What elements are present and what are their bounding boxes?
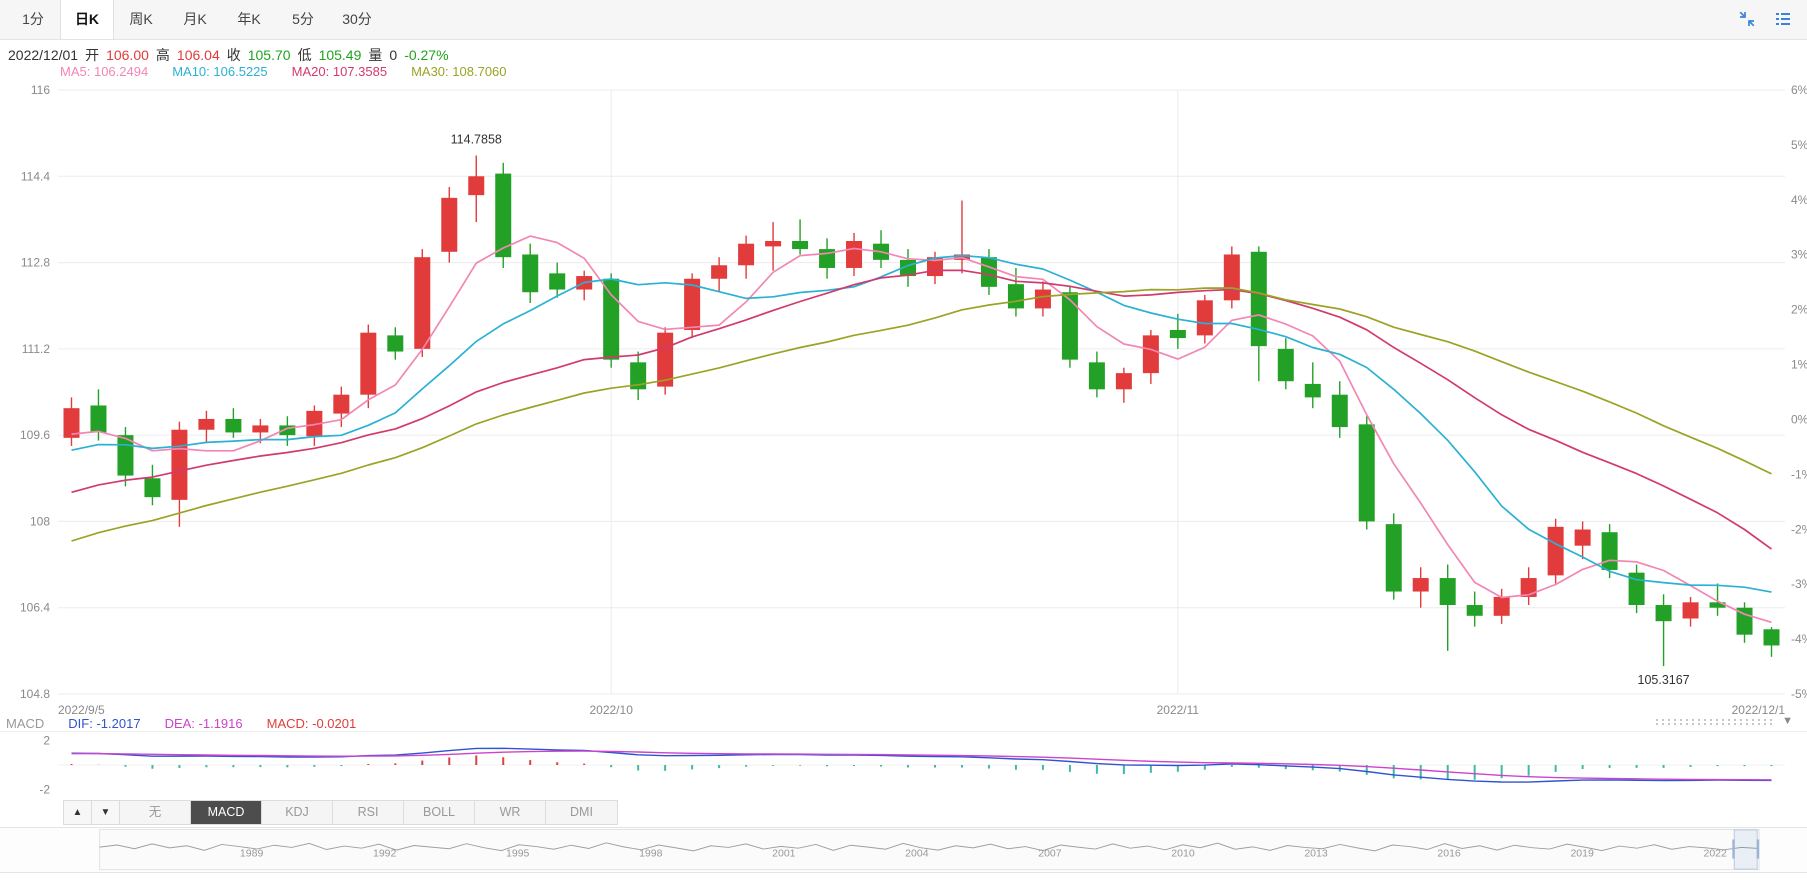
svg-text:108: 108 xyxy=(30,514,50,528)
indicator-tab-rsi[interactable]: RSI xyxy=(333,801,404,824)
volume-value: 0 xyxy=(389,47,398,63)
macd-pane-handle[interactable]: ▼ xyxy=(1654,716,1793,727)
high-label: 高 xyxy=(155,47,170,63)
indicator-down-button[interactable]: ▼ xyxy=(92,801,120,824)
candlestick-chart[interactable]: 116 114.4 112.8 111.2 109.6 108 106.4 104.8 6% 5%… xyxy=(0,82,1807,730)
svg-text:1995: 1995 xyxy=(506,848,530,860)
svg-text:-5%: -5% xyxy=(1791,687,1807,701)
svg-text:5%: 5% xyxy=(1791,138,1807,152)
svg-text:2010: 2010 xyxy=(1171,848,1195,860)
svg-text:2022/10: 2022/10 xyxy=(589,703,633,717)
close-value: 105.70 xyxy=(247,47,291,63)
tab-daily-k[interactable]: 日K xyxy=(60,0,114,39)
svg-text:0%: 0% xyxy=(1791,412,1807,426)
svg-text:2013: 2013 xyxy=(1304,848,1328,860)
collapse-icon[interactable] xyxy=(1737,9,1757,29)
ma-legend: MA5: 106.2494 MA10: 106.5225 MA20: 107.3… xyxy=(60,64,507,79)
svg-text:2022: 2022 xyxy=(1704,848,1728,860)
ma30-legend: MA30: 108.7060 xyxy=(411,64,507,79)
svg-text:2019: 2019 xyxy=(1570,848,1594,860)
dea-legend: DEA: -1.1916 xyxy=(164,716,243,731)
svg-text:2007: 2007 xyxy=(1038,848,1062,860)
period-tabbar: 1分 日K 周K 月K 年K 5分 30分 xyxy=(0,0,1807,40)
ma20-legend: MA20: 107.3585 xyxy=(291,64,388,79)
indicator-tab-boll[interactable]: BOLL xyxy=(404,801,475,824)
svg-text:2022/9/5: 2022/9/5 xyxy=(58,703,105,717)
ma10-legend: MA10: 106.5225 xyxy=(172,64,268,79)
svg-text:2022/12/1: 2022/12/1 xyxy=(1732,703,1786,717)
change-percent: -0.27% xyxy=(404,47,449,63)
svg-text:105.3167: 105.3167 xyxy=(1638,673,1690,687)
pane-separator xyxy=(0,731,1807,732)
svg-text:2001: 2001 xyxy=(772,848,796,860)
timeline-navigator[interactable]: 1989 1992 1995 1998 2001 2004 2007 2010 2013 2016… xyxy=(0,827,1807,873)
svg-text:2%: 2% xyxy=(1791,303,1807,317)
tab-monthly-k[interactable]: 月K xyxy=(183,11,207,27)
high-value: 106.04 xyxy=(176,47,220,63)
svg-text:-2: -2 xyxy=(39,783,50,797)
quote-row: 2022/12/01 开 106.00 高 106.04 收 105.70 低 … xyxy=(8,45,456,65)
svg-text:-2%: -2% xyxy=(1791,522,1807,536)
tab-1min[interactable]: 1分 xyxy=(22,11,44,27)
svg-text:112.8: 112.8 xyxy=(21,256,50,270)
svg-text:2016: 2016 xyxy=(1437,848,1461,860)
svg-text:3%: 3% xyxy=(1791,248,1807,262)
collapse-pane-icon[interactable]: ▼ xyxy=(1782,715,1793,727)
svg-text:109.6: 109.6 xyxy=(20,428,50,442)
svg-text:1992: 1992 xyxy=(373,848,397,860)
svg-text:2004: 2004 xyxy=(905,848,929,860)
indicator-tab-macd[interactable]: MACD xyxy=(191,801,262,824)
macd-chart[interactable]: 2 -2 xyxy=(0,734,1807,798)
indicator-tab-kdj[interactable]: KDJ xyxy=(262,801,333,824)
svg-text:-4%: -4% xyxy=(1791,632,1807,646)
indicator-up-button[interactable]: ▲ xyxy=(64,801,92,824)
volume-label: 量 xyxy=(368,47,383,63)
svg-text:116: 116 xyxy=(31,83,50,97)
tab-5min[interactable]: 5分 xyxy=(292,11,314,27)
indicator-list-icon[interactable] xyxy=(1773,9,1793,29)
svg-text:1989: 1989 xyxy=(240,848,264,860)
svg-text:6%: 6% xyxy=(1791,83,1807,97)
svg-text:104.8: 104.8 xyxy=(20,687,50,701)
tab-weekly-k[interactable]: 周K xyxy=(129,11,153,27)
svg-text:4%: 4% xyxy=(1791,193,1807,207)
macd-title: MACD xyxy=(6,716,45,731)
indicator-tab-dmi[interactable]: DMI xyxy=(570,805,593,819)
toolbar-icons xyxy=(1737,9,1793,29)
low-value: 105.49 xyxy=(318,47,362,63)
open-label: 开 xyxy=(85,47,100,63)
indicator-tabbar: ▲ ▼ 无 MACD KDJ RSI BOLL WR DMI xyxy=(63,800,618,825)
tab-30min[interactable]: 30分 xyxy=(342,11,372,27)
indicator-tab-wr[interactable]: WR xyxy=(475,801,546,824)
svg-text:-1%: -1% xyxy=(1791,467,1807,481)
svg-text:114.4: 114.4 xyxy=(21,169,50,183)
macd-legend: MACD DIF: -1.2017 DEA: -1.1916 MACD: -0.… xyxy=(6,716,356,731)
indicator-tab-none[interactable]: 无 xyxy=(120,801,191,824)
svg-text:106.4: 106.4 xyxy=(20,601,50,615)
svg-text:111.2: 111.2 xyxy=(22,342,51,356)
ma5-legend: MA5: 106.2494 xyxy=(60,64,149,79)
svg-text:-3%: -3% xyxy=(1791,577,1807,591)
macd-value-legend: MACD: -0.0201 xyxy=(266,716,357,731)
low-label: 低 xyxy=(297,47,312,63)
close-label: 收 xyxy=(226,47,241,63)
dif-legend: DIF: -1.2017 xyxy=(68,716,141,731)
svg-text:1998: 1998 xyxy=(639,848,663,860)
svg-text:1%: 1% xyxy=(1791,358,1807,372)
svg-text:114.7858: 114.7858 xyxy=(451,132,502,146)
quote-date: 2022/12/01 xyxy=(8,47,79,63)
svg-text:2: 2 xyxy=(43,734,50,747)
drag-dots-icon xyxy=(1654,717,1775,726)
svg-text:2022/11: 2022/11 xyxy=(1157,703,1200,717)
open-value: 106.00 xyxy=(106,47,149,63)
tab-yearly-k[interactable]: 年K xyxy=(237,11,261,27)
